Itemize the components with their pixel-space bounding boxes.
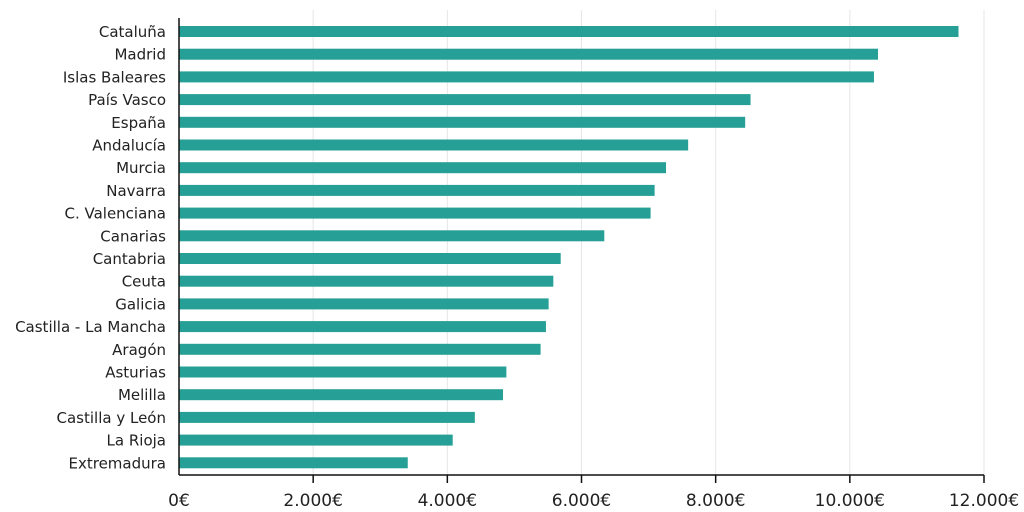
category-label: Castilla - La Mancha (15, 318, 166, 336)
category-label: Melilla (118, 386, 166, 404)
bar (179, 298, 549, 310)
x-tick-labels: 0€ 2.000€ 4.000€ 6.000€ 8.000€ 10.000€ 12.000€ (168, 491, 1019, 511)
x-tick-label: 2.000€ (283, 491, 342, 511)
bar (179, 162, 667, 174)
bar (179, 275, 554, 287)
category-label: Madrid (114, 46, 166, 64)
category-label: Navarra (106, 182, 166, 200)
bar (179, 434, 453, 446)
category-label: Asturias (105, 364, 166, 382)
bar (179, 457, 408, 469)
x-tick-label: 0€ (168, 491, 190, 511)
category-label: C. Valenciana (64, 205, 166, 223)
category-label: Cantabria (93, 250, 166, 268)
bar (179, 321, 546, 333)
bar (179, 411, 475, 423)
category-label: Ceuta (122, 273, 166, 291)
category-label: Andalucía (92, 137, 166, 155)
category-label: La Rioja (107, 432, 166, 450)
bars (179, 26, 959, 469)
bar (179, 48, 879, 60)
category-label: Murcia (116, 159, 166, 177)
bar (179, 343, 541, 355)
category-label: España (111, 114, 166, 132)
category-label: País Vasco (88, 91, 166, 109)
x-tick-label: 6.000€ (552, 491, 611, 511)
category-label: Aragón (112, 341, 166, 359)
bar (179, 253, 561, 264)
category-label: Canarias (100, 227, 166, 245)
bar (179, 366, 507, 378)
x-tick-label: 8.000€ (686, 491, 745, 511)
bar (179, 389, 504, 401)
category-labels: Cataluña Madrid Islas Baleares País Vasco Es… (15, 23, 166, 472)
x-tick-label: 12.000€ (949, 491, 1019, 511)
bar (179, 116, 746, 128)
x-tick-label: 10.000€ (815, 491, 885, 511)
bar (179, 230, 605, 242)
category-label: Islas Baleares (63, 68, 166, 86)
bar (179, 71, 874, 83)
bar (179, 207, 651, 219)
bar (179, 26, 959, 37)
category-label: Extremadura (69, 454, 167, 472)
category-label: Cataluña (99, 23, 166, 41)
bar (179, 139, 689, 151)
bar (179, 94, 751, 106)
x-tick-label: 4.000€ (418, 491, 477, 511)
bar (179, 184, 655, 196)
category-label: Galicia (115, 295, 166, 313)
category-label: Castilla y León (57, 409, 166, 427)
axes (178, 18, 985, 483)
